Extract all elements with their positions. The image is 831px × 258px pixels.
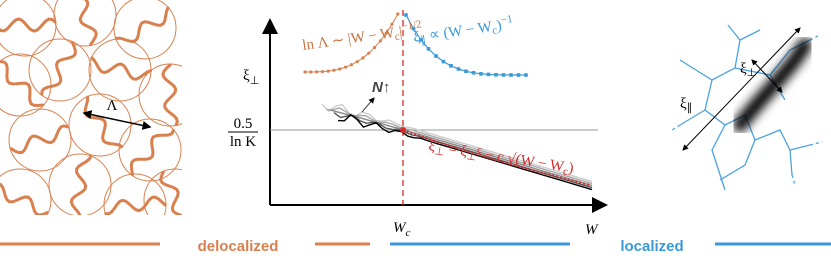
cell bbox=[113, 0, 177, 60]
length-label: Λ bbox=[107, 98, 118, 114]
cell bbox=[28, 38, 92, 102]
length-arrow bbox=[82, 110, 152, 130]
wavy-link bbox=[159, 170, 182, 215]
y-axis-label: ξ⊥ bbox=[243, 68, 259, 87]
localized-label: localized bbox=[620, 238, 683, 255]
crossover-curve bbox=[329, 109, 593, 187]
transverse-label: ξ⊥ bbox=[740, 61, 756, 79]
critical-law: ξ⊥ = ξ⊥c − c √(W − Wc) bbox=[427, 136, 575, 179]
wavy-link bbox=[40, 41, 77, 96]
crossover-curve bbox=[325, 107, 593, 185]
wavy-link bbox=[0, 182, 49, 215]
crossover-curve bbox=[337, 113, 593, 191]
wavy-link bbox=[0, 60, 44, 108]
curves bbox=[303, 12, 593, 191]
wavy-link bbox=[90, 56, 152, 81]
transverse-arrow bbox=[751, 59, 783, 93]
threshold-numerator: 0.5 bbox=[234, 116, 253, 132]
wavy-link bbox=[9, 124, 69, 155]
critical-fit bbox=[402, 129, 591, 186]
longitudinal-arrow bbox=[682, 27, 801, 151]
cell bbox=[0, 53, 52, 117]
x-axis-label: W bbox=[585, 222, 599, 238]
delocalized-label: delocalized bbox=[198, 238, 279, 255]
critical-point bbox=[400, 127, 406, 133]
wavy-link bbox=[78, 0, 98, 47]
delocalized-fit bbox=[305, 13, 399, 73]
critical-point-label: Wc bbox=[393, 220, 411, 239]
cell bbox=[8, 108, 72, 172]
cell bbox=[118, 118, 182, 182]
wavy-link bbox=[0, 17, 57, 33]
cell bbox=[53, 0, 117, 47]
wavy-link bbox=[161, 63, 179, 127]
wavy-link bbox=[114, 6, 170, 44]
delocalized-network bbox=[0, 0, 182, 215]
system-size-arrow bbox=[361, 97, 375, 113]
localized-law: ξ∥ ∝ (W − Wc)−1 bbox=[412, 13, 515, 48]
cell bbox=[143, 168, 182, 215]
wavy-link bbox=[104, 195, 167, 215]
threshold-denominator: ln K bbox=[230, 134, 256, 150]
cell bbox=[0, 168, 52, 215]
localized-fit bbox=[405, 14, 526, 76]
crossover-curve bbox=[321, 103, 593, 183]
wavy-link bbox=[129, 128, 175, 176]
system-size-label: N↑ bbox=[372, 79, 390, 96]
cell bbox=[48, 153, 112, 215]
wavy-link bbox=[69, 154, 93, 215]
delocalized-law: ln Λ ∼ |W − Wc|−1/2 bbox=[301, 18, 424, 56]
cell bbox=[138, 63, 182, 127]
cell bbox=[103, 173, 167, 215]
longitudinal-label: ξ∥ bbox=[680, 96, 692, 114]
